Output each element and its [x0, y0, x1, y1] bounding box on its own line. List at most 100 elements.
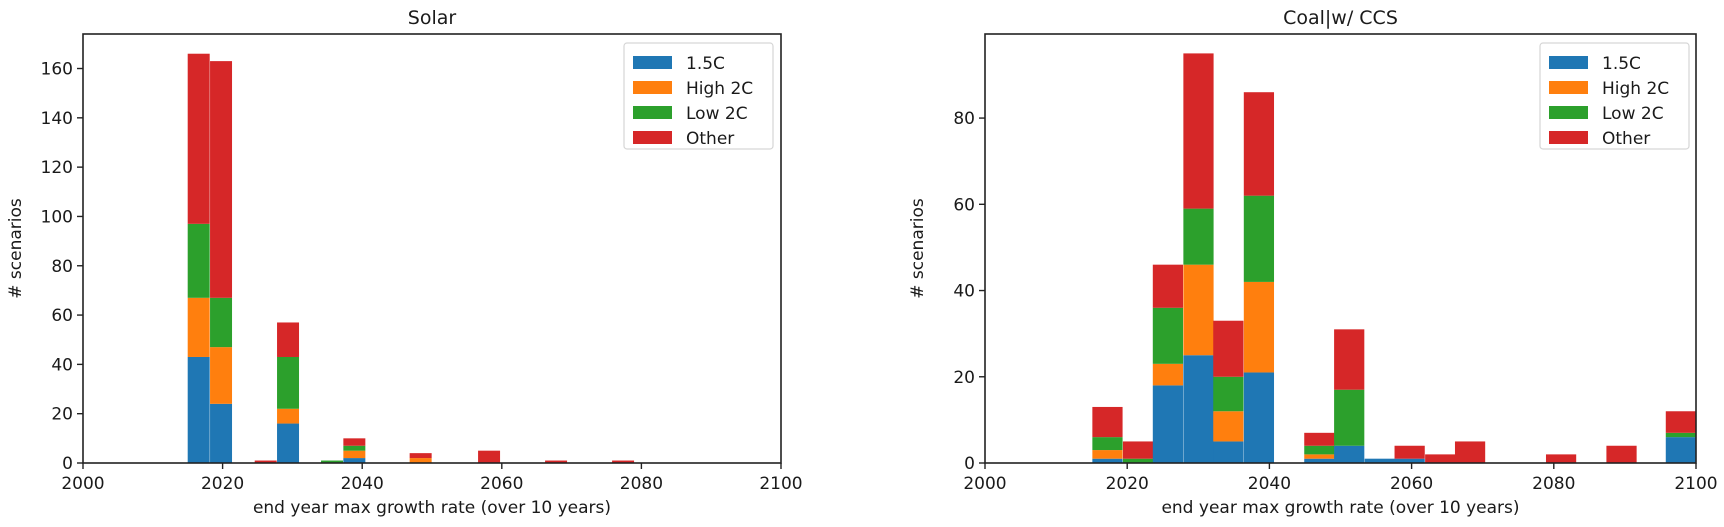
bar-segment-low-2c — [1304, 445, 1335, 455]
bar-segment-low-2c — [187, 223, 210, 298]
bar-segment-other — [343, 438, 366, 446]
bar-segment-other — [1122, 441, 1154, 459]
bar-segment-other — [1425, 454, 1456, 463]
bar-segment-low-2c — [1152, 307, 1184, 364]
legend-label-low-2c: Low 2C — [686, 104, 748, 124]
bar-segment-other — [1243, 92, 1275, 196]
coal-ccs-bars — [1092, 53, 1696, 463]
bar-segment-high-2c — [343, 450, 366, 459]
bar-segment-other — [1183, 53, 1214, 209]
x-tick-label: 2060 — [480, 474, 523, 494]
legend-label-high-2c: High 2C — [1602, 79, 1669, 99]
x-tick-label: 2020 — [201, 474, 244, 494]
coal-ccs-plot-frame — [984, 33, 1697, 464]
solar-legend: 1.5C High 2C Low 2C Other — [623, 42, 774, 150]
bar-segment-low-2c — [1122, 458, 1154, 463]
bar-segment-1-5c — [1394, 458, 1425, 463]
y-tick-label: 40 — [953, 282, 975, 302]
legend-box — [1539, 42, 1690, 150]
y-tick-label: 80 — [953, 109, 975, 129]
legend-swatch-high-2c — [633, 81, 672, 94]
coal-ccs-x-axis-label: end year max growth rate (over 10 years) — [1161, 498, 1519, 518]
bar-segment-other — [1394, 445, 1425, 459]
x-tick-label: 2080 — [620, 474, 663, 494]
bar-segment-1-5c — [1183, 355, 1214, 463]
bar-segment-low-2c — [1183, 208, 1214, 265]
x-tick-label: 2100 — [759, 474, 802, 494]
solar-y-axis-label: # scenarios — [6, 198, 26, 299]
y-tick-label: 140 — [41, 109, 73, 129]
y-tick-label: 100 — [41, 207, 73, 227]
x-tick-label: 2060 — [1390, 474, 1433, 494]
y-tick-label: 160 — [41, 60, 73, 80]
bar-segment-1-5c — [277, 423, 300, 463]
bar-segment-low-2c — [1334, 389, 1365, 446]
solar-chart: 2000 2020 2040 2060 2080 2100 0 20 40 60 80 100 120 1… — [0, 0, 860, 527]
legend-label-other: Other — [686, 129, 734, 149]
coal-ccs-y-axis-label: # scenarios — [908, 198, 928, 299]
bar-segment-other — [612, 460, 635, 463]
legend-swatch-low-2c — [633, 106, 672, 119]
bar-segment-1-5c — [1304, 458, 1335, 463]
legend-label-other: Other — [1602, 129, 1650, 149]
bar-segment-other — [478, 450, 501, 463]
legend-label-1-5c: 1.5C — [1602, 54, 1641, 74]
legend-box — [623, 42, 774, 150]
solar-x-axis-label: end year max growth rate (over 10 years) — [253, 498, 611, 518]
bar-segment-1-5c — [187, 356, 210, 463]
bar-segment-other — [1454, 441, 1486, 463]
legend-swatch-other — [1549, 131, 1588, 144]
x-tick-label: 2020 — [1106, 474, 1149, 494]
x-tick-label: 2040 — [341, 474, 384, 494]
bar-segment-high-2c — [409, 458, 432, 463]
bar-segment-other — [545, 460, 568, 463]
legend-swatch-1-5c — [1549, 56, 1588, 69]
bar-segment-other — [187, 53, 210, 224]
bar-segment-1-5c — [343, 458, 366, 463]
bar-segment-high-2c — [1183, 264, 1214, 356]
bar-segment-high-2c — [277, 408, 300, 424]
y-tick-label: 60 — [953, 195, 975, 215]
bar-segment-high-2c — [1304, 454, 1335, 459]
bar-segment-low-2c — [210, 297, 233, 348]
bar-segment-low-2c — [343, 445, 366, 451]
bar-segment-low-2c — [1243, 195, 1275, 282]
bar-segment-other — [1092, 406, 1123, 438]
y-tick-label: 0 — [964, 454, 975, 474]
bar-segment-1-5c — [1364, 458, 1395, 463]
bar-segment-1-5c — [1665, 437, 1696, 463]
bar-segment-high-2c — [1152, 363, 1184, 386]
solar-chart-title: Solar — [408, 7, 457, 29]
coal-ccs-chart-title: Coal|w/ CCS — [1283, 7, 1398, 29]
legend-label-1-5c: 1.5C — [686, 54, 725, 74]
x-tick-label: 2040 — [1248, 474, 1291, 494]
bar-segment-other — [1606, 445, 1637, 463]
bar-segment-other — [1152, 264, 1184, 308]
y-tick-label: 120 — [41, 158, 73, 178]
bar-segment-1-5c — [1213, 441, 1244, 463]
bar-segment-1-5c — [210, 403, 233, 463]
bar-segment-other — [254, 460, 277, 463]
bar-segment-other — [1304, 432, 1335, 446]
bar-segment-other — [409, 453, 432, 459]
coal-ccs-legend: 1.5C High 2C Low 2C Other — [1539, 42, 1690, 150]
legend-label-low-2c: Low 2C — [1602, 104, 1664, 124]
bar-segment-other — [1665, 411, 1696, 433]
bar-segment-low-2c — [1665, 432, 1696, 438]
bar-segment-low-2c — [1213, 376, 1244, 412]
solar-chart-svg: 2000 2020 2040 2060 2080 21000204060801001201… — [6, 7, 803, 518]
legend-swatch-other — [633, 131, 672, 144]
bar-segment-other — [210, 61, 233, 298]
x-tick-label: 2000 — [61, 474, 104, 494]
x-tick-label: 2000 — [963, 474, 1006, 494]
y-tick-label: 60 — [51, 306, 73, 326]
y-tick-label: 20 — [51, 405, 73, 425]
legend-label-high-2c: High 2C — [686, 79, 753, 99]
bar-segment-other — [1545, 454, 1577, 463]
bar-segment-low-2c — [277, 356, 300, 409]
y-tick-label: 0 — [62, 454, 73, 474]
legend-swatch-1-5c — [633, 56, 672, 69]
y-tick-label: 80 — [51, 257, 73, 277]
